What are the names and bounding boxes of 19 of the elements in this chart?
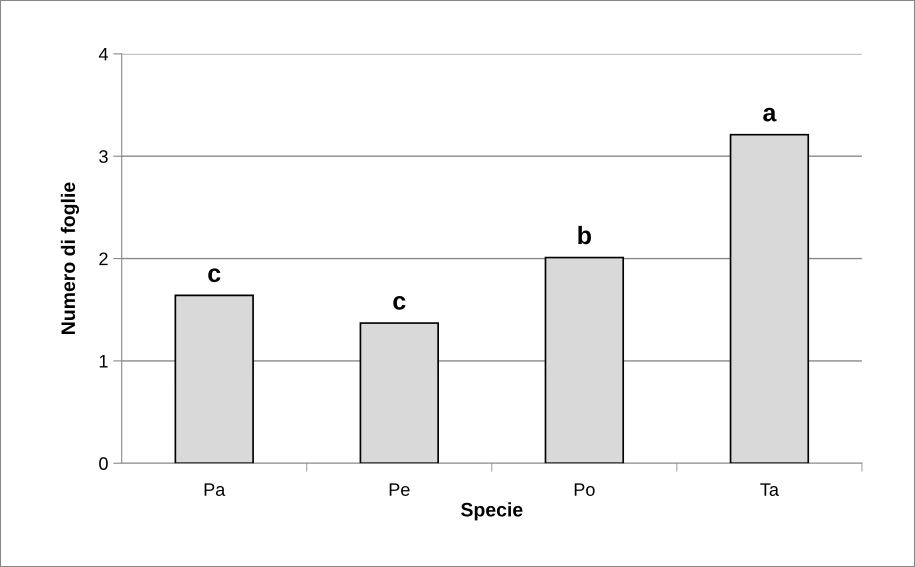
x-tick-label: Po xyxy=(574,483,595,496)
bar xyxy=(174,294,254,464)
annotation: c xyxy=(393,296,406,310)
x-tick-label: Pe xyxy=(390,483,410,496)
y-axis-title: Numero di foglie xyxy=(60,182,80,334)
x-axis-title: Specie xyxy=(461,502,522,520)
x-tick-label: Pa xyxy=(204,483,226,496)
bar xyxy=(360,322,439,464)
y-tick-label: 1 xyxy=(100,355,108,368)
y-tick-label: 4 xyxy=(98,48,108,60)
annotation: c xyxy=(208,268,220,282)
bar xyxy=(730,134,810,464)
annotation: b xyxy=(578,226,591,244)
y-tick-label: 2 xyxy=(99,252,108,266)
y-tick-label: 3 xyxy=(99,150,108,163)
x-tick-label: Ta xyxy=(760,483,779,496)
annotation: a xyxy=(763,108,777,122)
y-tick-label: 0 xyxy=(99,457,108,470)
bar xyxy=(544,256,624,464)
